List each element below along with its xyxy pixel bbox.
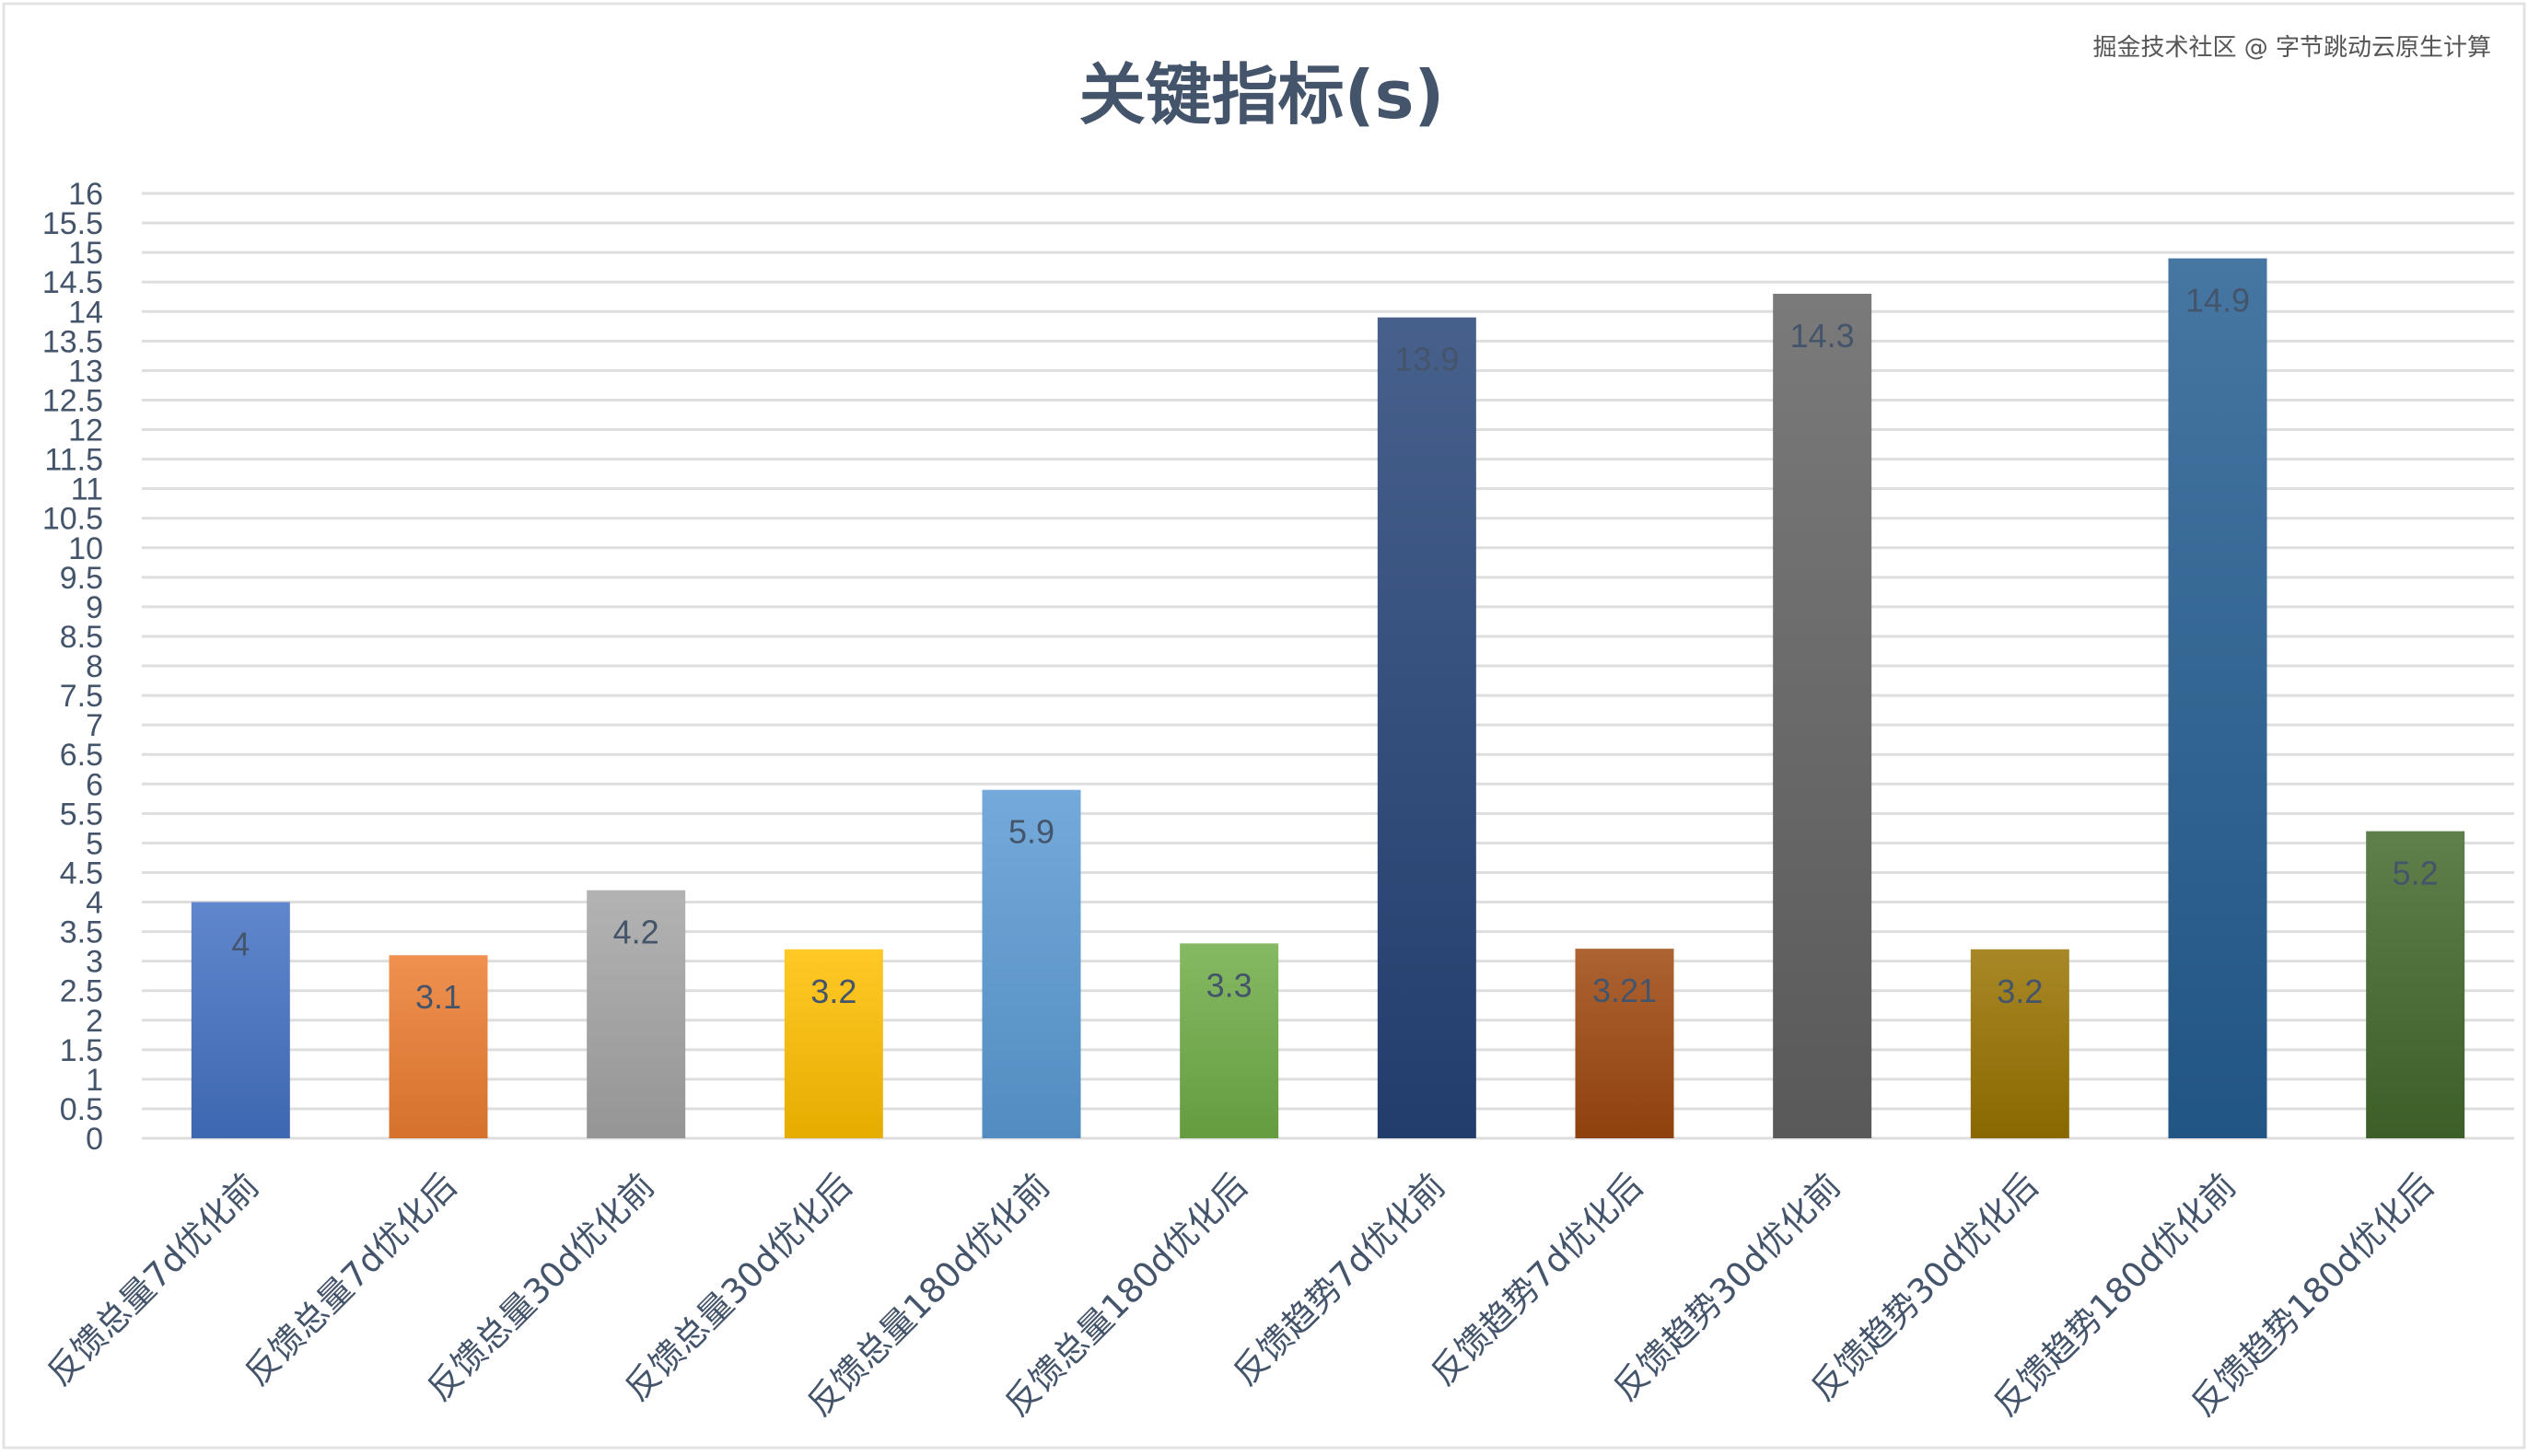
- y-tick-label: 9.5: [60, 561, 103, 596]
- y-tick-label: 4.5: [60, 856, 103, 891]
- y-tick-label: 2: [86, 1004, 103, 1039]
- y-tick-label: 2.5: [60, 974, 103, 1009]
- y-tick-label: 6: [86, 767, 103, 802]
- data-label: 3.3: [1206, 966, 1252, 1004]
- y-tick-label: 7: [86, 708, 103, 743]
- bar: [587, 890, 686, 1138]
- bar: [1377, 317, 1476, 1139]
- gridlines: [142, 192, 2514, 1140]
- y-tick-label: 13.5: [42, 324, 103, 359]
- bar: [982, 789, 1081, 1138]
- bar: [191, 902, 290, 1138]
- data-label: 5.9: [1008, 813, 1054, 851]
- data-label: 14.3: [1790, 317, 1855, 355]
- y-tick-label: 4: [86, 886, 103, 921]
- data-label: 3.21: [1592, 972, 1657, 1009]
- watermark: 掘金技术社区 @ 字节跳动云原生计算: [2092, 34, 2491, 62]
- data-label: 4: [231, 926, 250, 963]
- data-label: 4.2: [613, 914, 659, 951]
- y-tick-label: 3: [86, 945, 103, 980]
- y-tick-label: 10: [68, 531, 103, 566]
- y-tick-label: 14: [68, 295, 103, 330]
- y-tick-label: 3.5: [60, 915, 103, 950]
- y-tick-label: 5: [86, 826, 103, 861]
- y-tick-label: 8: [86, 649, 103, 684]
- y-tick-label: 15.5: [42, 206, 103, 241]
- y-tick-label: 11.5: [44, 443, 103, 478]
- bar: [1575, 949, 1674, 1138]
- bars: [191, 258, 2465, 1139]
- y-tick-label: 1.5: [60, 1033, 103, 1068]
- y-tick-label: 9: [86, 590, 103, 625]
- y-tick-label: 12: [68, 414, 103, 448]
- y-tick-label: 8.5: [60, 620, 103, 655]
- bar: [2168, 258, 2267, 1139]
- data-label: 3.2: [810, 973, 856, 1010]
- chart-title: 关键指标(s): [1079, 56, 1445, 134]
- y-tick-label: 6.5: [60, 738, 103, 773]
- bar: [1773, 294, 1872, 1138]
- data-label: 14.9: [2185, 282, 2250, 320]
- y-tick-label: 16: [68, 177, 103, 212]
- y-tick-label: 12.5: [42, 383, 103, 418]
- data-label: 13.9: [1394, 341, 1459, 379]
- bar: [1180, 943, 1279, 1138]
- bar: [784, 949, 883, 1138]
- bar: [389, 955, 488, 1138]
- y-tick-label: 14.5: [42, 265, 103, 300]
- data-label: 3.2: [1997, 973, 2043, 1010]
- y-tick-label: 15: [68, 236, 103, 271]
- bar: [2366, 831, 2465, 1138]
- data-label: 3.1: [415, 978, 461, 1016]
- y-axis-ticks: 00.511.522.533.544.555.566.577.588.599.5…: [42, 177, 103, 1157]
- y-tick-label: 11: [71, 472, 103, 507]
- data-label: 5.2: [2393, 855, 2439, 892]
- y-tick-label: 1: [86, 1063, 103, 1098]
- y-tick-label: 7.5: [60, 679, 103, 714]
- data-labels: 4 3.1 4.2 3.2 5.9 3.3 13.9 3.21 14.3 3.2 14.9 5.2: [231, 282, 2438, 1017]
- y-tick-label: 0: [86, 1122, 103, 1157]
- y-tick-label: 13: [68, 354, 103, 389]
- y-tick-label: 10.5: [42, 502, 103, 537]
- y-tick-label: 5.5: [60, 797, 103, 832]
- bar: [1970, 949, 2069, 1138]
- y-tick-label: 0.5: [60, 1092, 103, 1127]
